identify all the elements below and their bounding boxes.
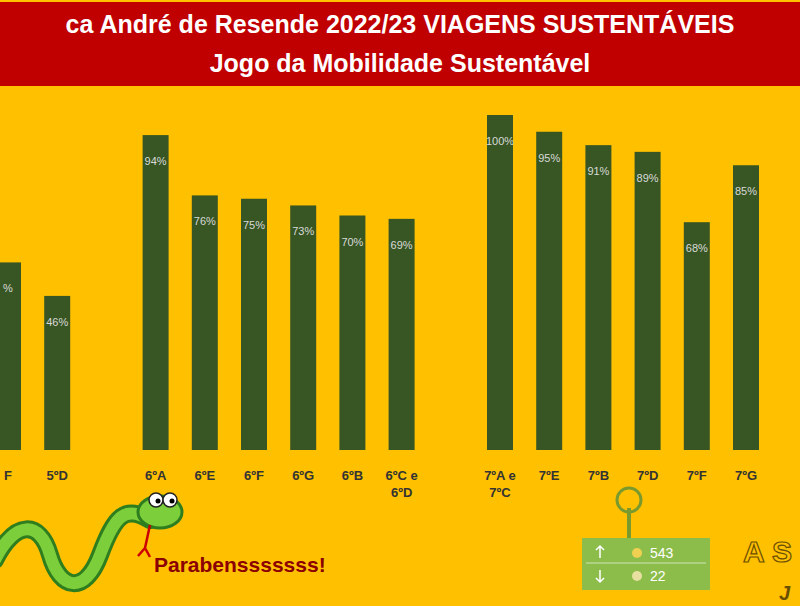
bar: [733, 165, 759, 450]
data-label: 89%: [637, 172, 659, 184]
bar: [389, 219, 415, 450]
data-label: 95%: [538, 152, 560, 164]
snake-pupil: [170, 499, 175, 504]
counter-down: 22: [650, 568, 666, 584]
tree-space: [622, 490, 636, 538]
title: ca André de Resende 2022/23 VIAGENS SUST…: [66, 10, 735, 38]
bar: [143, 135, 169, 450]
snake-pupil: [156, 499, 161, 504]
counter-icon: [632, 571, 642, 581]
snake-eye: [163, 493, 177, 507]
tick-label: 7ºA e 7ºC: [484, 468, 516, 500]
tick-label-line: 7ºA e: [484, 468, 516, 483]
bar: [241, 199, 267, 450]
counter-icon: [632, 548, 642, 558]
tick-label: 6ºF: [244, 468, 264, 483]
data-label: 91%: [587, 165, 609, 177]
annotation: J: [779, 582, 791, 604]
snake-eye: [149, 493, 163, 507]
counter-divider: [586, 563, 706, 564]
tick-label-line: 7ºC: [489, 485, 511, 500]
snake-body: [0, 513, 150, 583]
tick-label: 7ºD: [637, 468, 658, 483]
annotation: Parabensssssss!: [154, 553, 326, 576]
chart: ca André de Resende 2022/23 VIAGENS SUST…: [0, 0, 800, 606]
bar: [44, 296, 70, 450]
data-label: 70%: [341, 236, 363, 248]
tick-label: 5ºD: [47, 468, 68, 483]
bar: [635, 152, 661, 450]
tick-label: 6ºE: [194, 468, 215, 483]
data-label: 100%: [486, 135, 514, 147]
labels: % 46% 94% 76% 75% 73% 70% 69% 100% 95% 91% 89% 68% 85…: [3, 135, 757, 500]
bar: [585, 145, 611, 450]
data-label: 85%: [735, 185, 757, 197]
bars: [0, 115, 759, 450]
bar: [192, 195, 218, 450]
subtitle: Jogo da Mobilidade Sustentável: [210, 49, 591, 77]
tick-label: 7ºE: [539, 468, 560, 483]
data-label: 76%: [194, 215, 216, 227]
snake-body: [0, 513, 150, 583]
bar: [339, 216, 365, 451]
bar: [0, 262, 21, 450]
tick-label: 6ºG: [292, 468, 314, 483]
data-label: 46%: [46, 316, 68, 328]
tick-label: F: [4, 468, 12, 483]
counter-up: 543: [650, 545, 674, 561]
bar: [487, 115, 513, 450]
data-label: 68%: [686, 242, 708, 254]
tick-label-line: 6ºC e: [385, 468, 417, 483]
bar: [536, 132, 562, 450]
arrow-down: [596, 570, 604, 582]
annotation: A S: [743, 535, 792, 568]
tick-label: 6ºC e 6ºD: [385, 468, 417, 500]
data-label: %: [3, 282, 13, 294]
arrow-up: [596, 546, 604, 558]
data-label: 75%: [243, 219, 265, 231]
tick-label: 7ºF: [687, 468, 707, 483]
tick-label-line: 6ºD: [391, 485, 412, 500]
data-label: 94%: [145, 155, 167, 167]
tree-crown: [617, 488, 641, 512]
tick-label: 7ºG: [735, 468, 757, 483]
title-banner: [0, 2, 800, 86]
data-label: 73%: [292, 225, 314, 237]
counter-box: [582, 538, 710, 590]
snake-tongue: [138, 525, 150, 557]
data-label: 69%: [391, 239, 413, 251]
tick-label: 6ºB: [342, 468, 363, 483]
counter-widget: 54322: [582, 488, 710, 590]
tick-label: 7ºB: [588, 468, 609, 483]
bar: [290, 205, 316, 450]
bar: [684, 222, 710, 450]
tick-label: 6ºA: [145, 468, 167, 483]
